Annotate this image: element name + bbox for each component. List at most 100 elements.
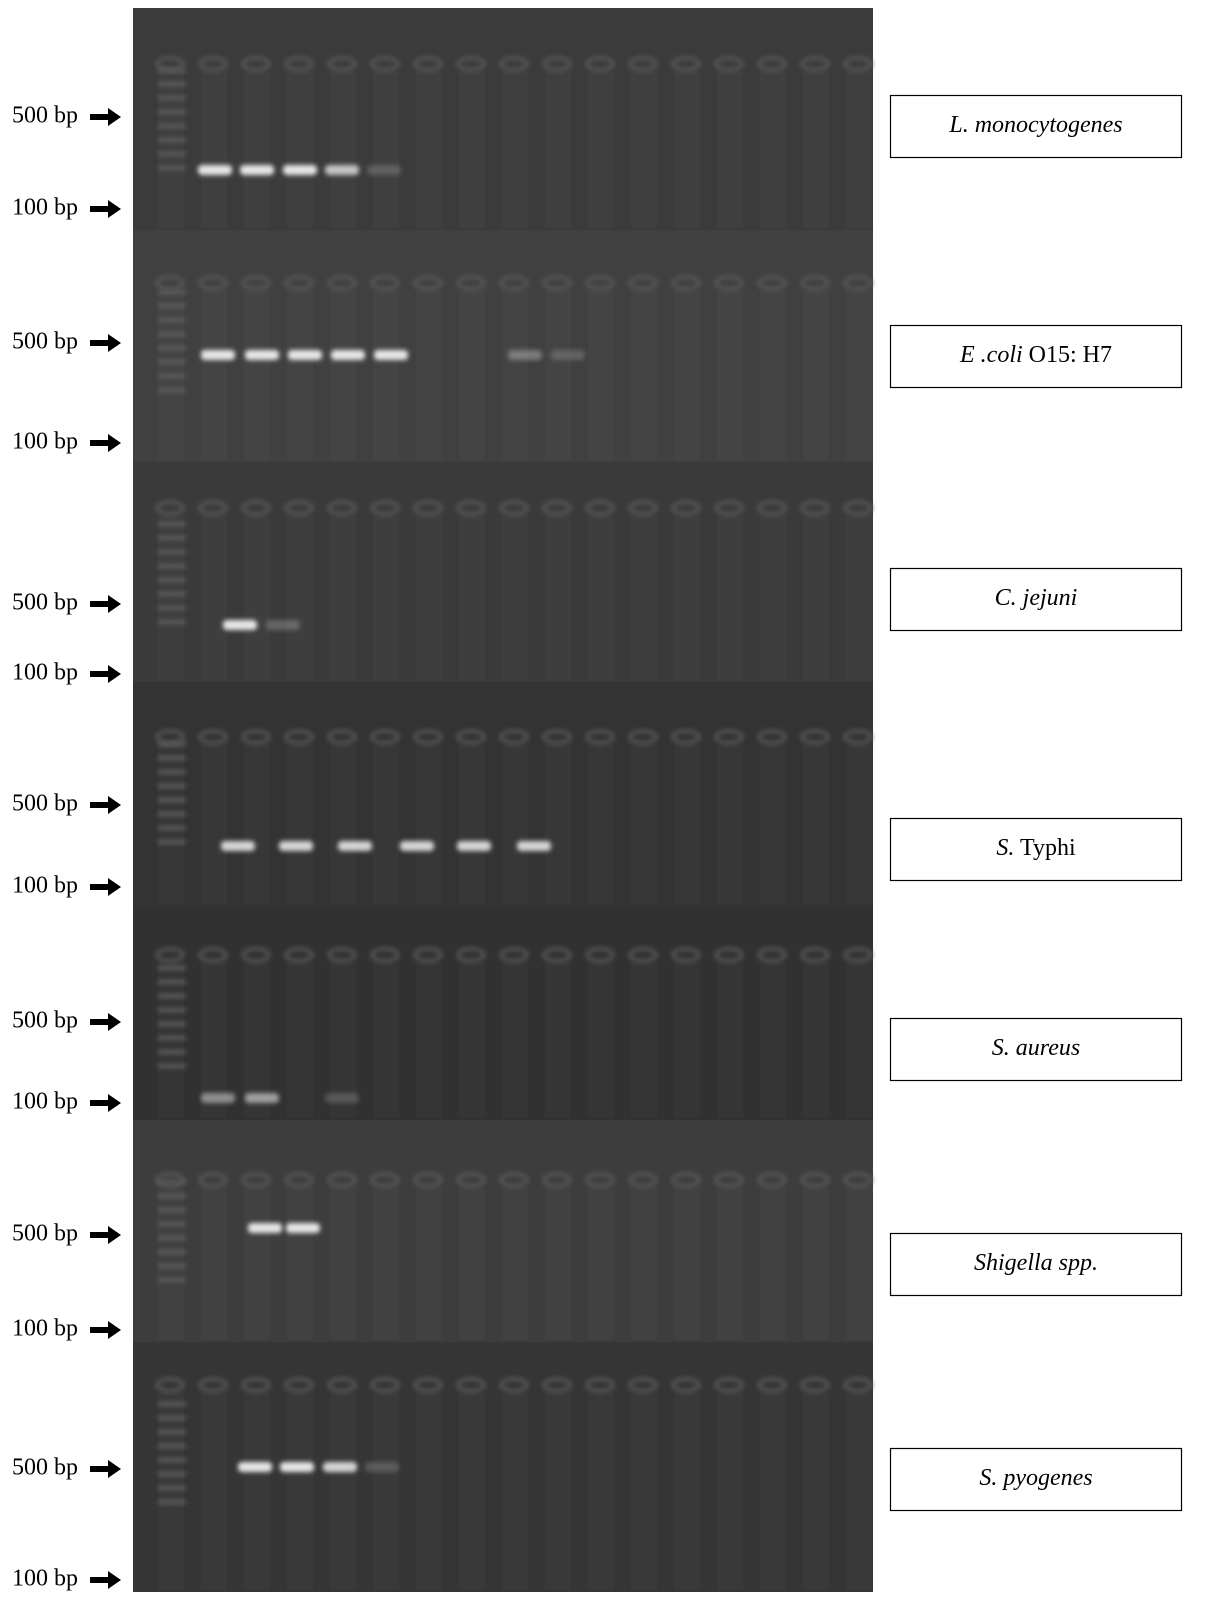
lane	[588, 1393, 614, 1590]
dna-band	[325, 1093, 359, 1103]
gel-panel: 500 bp100 bpC. jejuni	[12, 462, 1182, 686]
marker-label: 100 bp	[12, 660, 78, 686]
lane	[545, 963, 571, 1118]
gel-panel: 500 bp100 bpL. monocytogenes	[12, 8, 1182, 230]
dna-band	[248, 1223, 282, 1233]
organism-label: S. aureus	[992, 1035, 1080, 1061]
organism-text: E .coli	[959, 342, 1023, 368]
lane	[502, 291, 528, 460]
marker-arrow	[90, 200, 121, 218]
dna-band	[201, 1093, 235, 1103]
lane	[201, 291, 227, 460]
lane	[674, 1393, 700, 1590]
lane	[545, 72, 571, 228]
lane	[588, 291, 614, 460]
lane	[330, 1393, 356, 1590]
marker-label: 500 bp	[12, 1455, 78, 1481]
lane	[545, 745, 571, 904]
lane	[287, 1188, 313, 1340]
lane	[373, 1188, 399, 1340]
lane	[244, 1393, 270, 1590]
lane	[846, 291, 872, 460]
dna-band	[457, 841, 491, 851]
organism-label: L. monocytogenes	[948, 112, 1122, 138]
marker-arrow	[90, 1321, 121, 1339]
lane	[760, 963, 786, 1118]
lane	[158, 745, 184, 904]
lane	[459, 1188, 485, 1340]
dna-band	[400, 841, 434, 851]
lane	[459, 72, 485, 228]
organism-text: S. aureus	[992, 1035, 1080, 1061]
dna-band	[367, 165, 401, 175]
lane	[502, 1188, 528, 1340]
marker-label: 100 bp	[12, 1316, 78, 1342]
marker-label: 500 bp	[12, 791, 78, 817]
lane	[330, 72, 356, 228]
lane	[416, 1393, 442, 1590]
lane	[158, 963, 184, 1118]
lane	[674, 963, 700, 1118]
organism-text: O15: H7	[1023, 342, 1112, 368]
lane	[330, 745, 356, 904]
organism-text: Shigella spp.	[974, 1250, 1098, 1276]
marker-label: 100 bp	[12, 429, 78, 455]
marker-label: 100 bp	[12, 1566, 78, 1592]
marker-arrow	[90, 1571, 121, 1589]
lane	[803, 1188, 829, 1340]
lane	[760, 291, 786, 460]
gel-panel: 500 bp100 bpShigella spp.	[12, 1120, 1182, 1342]
lane	[803, 291, 829, 460]
dna-band	[508, 350, 542, 360]
lane	[373, 1393, 399, 1590]
marker-label: 100 bp	[12, 195, 78, 221]
lane	[502, 72, 528, 228]
lane	[631, 291, 657, 460]
lane	[760, 1393, 786, 1590]
dna-band	[365, 1462, 399, 1472]
lane	[717, 963, 743, 1118]
lane	[631, 963, 657, 1118]
dna-band	[245, 1093, 279, 1103]
lane	[158, 1188, 184, 1340]
lane	[201, 516, 227, 680]
lane	[373, 745, 399, 904]
marker-label: 500 bp	[12, 329, 78, 355]
lane	[330, 291, 356, 460]
lane	[674, 291, 700, 460]
lane	[459, 291, 485, 460]
lane	[416, 72, 442, 228]
lane	[244, 1188, 270, 1340]
lane	[588, 516, 614, 680]
dna-band	[198, 165, 232, 175]
lane	[459, 516, 485, 680]
marker-arrow	[90, 108, 121, 126]
organism-label: C. jejuni	[995, 585, 1078, 611]
dna-band	[283, 165, 317, 175]
lane	[846, 963, 872, 1118]
dna-band	[325, 165, 359, 175]
lane	[631, 1393, 657, 1590]
lane	[803, 963, 829, 1118]
lane	[588, 745, 614, 904]
lane	[588, 72, 614, 228]
gel-panel: 500 bp 100 bp E .coli O15: H7	[12, 230, 1182, 462]
lane	[717, 745, 743, 904]
lane	[158, 291, 184, 460]
organism-text: C. jejuni	[995, 585, 1078, 611]
marker-label: 100 bp	[12, 1089, 78, 1115]
lane	[244, 745, 270, 904]
lane	[502, 1393, 528, 1590]
lane	[373, 963, 399, 1118]
lane	[846, 516, 872, 680]
organism-text: S. pyogenes	[979, 1465, 1092, 1491]
lane	[287, 745, 313, 904]
lane	[588, 963, 614, 1118]
organism-text: L. monocytogenes	[948, 112, 1122, 138]
marker-arrow	[90, 796, 121, 814]
dna-band	[323, 1462, 357, 1472]
lane	[760, 516, 786, 680]
dna-band	[338, 841, 372, 851]
organism-label: Shigella spp.	[974, 1250, 1098, 1276]
